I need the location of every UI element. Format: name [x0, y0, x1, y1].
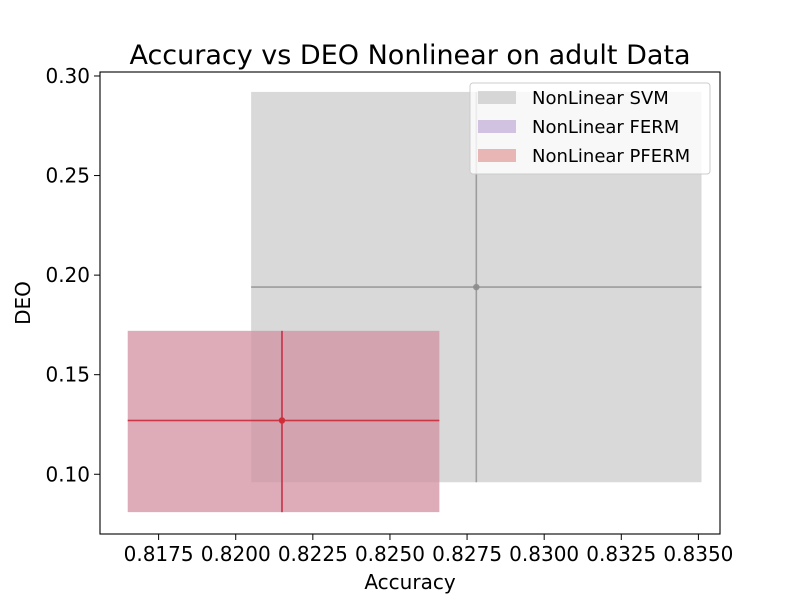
legend-swatch-nonlinear-ferm — [478, 120, 516, 133]
chart-title: Accuracy vs DEO Nonlinear on adult Data — [129, 40, 690, 71]
legend: NonLinear SVM NonLinear FERM NonLinear PFE… — [469, 82, 711, 175]
series-points — [278, 283, 480, 424]
x-tick-label: 0.8300 — [509, 542, 579, 566]
legend-label-nonlinear-pferm: NonLinear PFERM — [532, 146, 690, 167]
legend-swatch-nonlinear-svm — [478, 91, 516, 104]
y-axis-label: DEO — [11, 281, 35, 325]
nonlinear-svm-point — [473, 283, 480, 291]
legend-box — [469, 82, 711, 175]
y-tick-label: 0.15 — [45, 363, 90, 387]
x-tick-label: 0.8275 — [432, 542, 502, 566]
x-tick-label: 0.8175 — [124, 542, 194, 566]
y-tick-label: 0.25 — [45, 164, 90, 188]
legend-swatch-nonlinear-pferm — [478, 149, 516, 162]
x-tick-label: 0.8350 — [663, 542, 733, 566]
nonlinear-pferm-point — [278, 417, 286, 424]
y-tick-label: 0.30 — [45, 64, 90, 88]
legend-label-nonlinear-ferm: NonLinear FERM — [532, 117, 679, 138]
x-tick-label: 0.8225 — [278, 542, 348, 566]
x-tick-label: 0.8250 — [355, 542, 425, 566]
plot-frame — [99, 71, 721, 535]
legend-label-nonlinear-svm: NonLinear SVM — [532, 88, 669, 109]
y-tick-label: 0.10 — [45, 462, 90, 486]
x-tick-label: 0.8325 — [586, 542, 656, 566]
x-axis-label: Accuracy — [364, 570, 455, 594]
y-axis-ticks: 0.10 0.15 0.20 0.25 0.30 — [45, 64, 100, 486]
x-axis-ticks: 0.8175 0.8200 0.8225 0.8250 0.8275 0.8300 0.83… — [124, 534, 733, 566]
x-tick-label: 0.8200 — [201, 542, 271, 566]
y-tick-label: 0.20 — [45, 263, 90, 287]
